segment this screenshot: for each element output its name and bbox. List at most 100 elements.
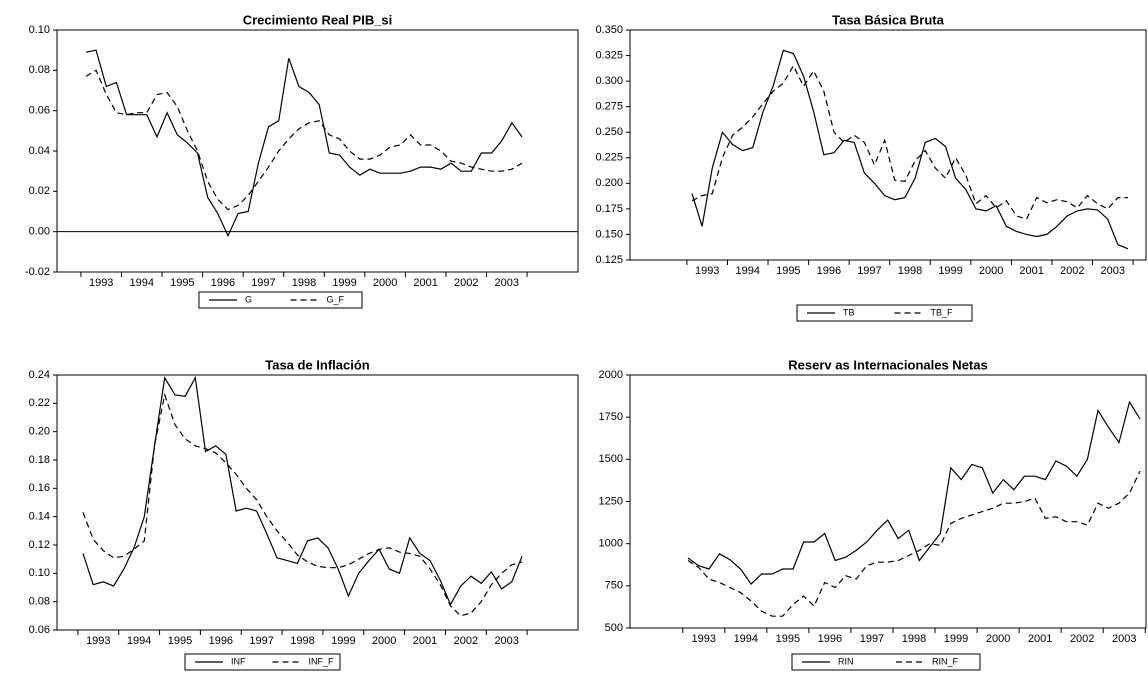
x-tick-label: 1998 <box>902 633 926 645</box>
x-tick-label: 1999 <box>938 265 962 277</box>
x-tick-label: 1993 <box>695 265 719 277</box>
legend-box <box>796 304 973 322</box>
y-tick-label: 0.175 <box>595 203 623 215</box>
y-tick-label: 0.24 <box>29 369 50 381</box>
y-tick-label: 0.14 <box>29 511 50 523</box>
legend-box <box>198 291 363 309</box>
legend-label: G <box>245 294 252 304</box>
line-series <box>82 375 523 606</box>
x-tick-label: 2003 <box>495 277 519 289</box>
x-tick-label: 2000 <box>372 635 396 647</box>
x-tick-label: 1996 <box>211 277 235 289</box>
y-tick-label: 0.225 <box>595 152 623 164</box>
line-series <box>82 392 523 617</box>
line-series <box>85 69 523 211</box>
legend-label: INF_F <box>309 656 335 666</box>
x-tick-label: 1997 <box>251 277 275 289</box>
y-tick-label: 0.08 <box>29 596 50 608</box>
x-tick-label: 1994 <box>130 277 154 289</box>
x-tick-label: 2003 <box>1101 265 1125 277</box>
x-tick-label: 1998 <box>898 265 922 277</box>
x-tick-label: 2001 <box>1028 633 1052 645</box>
x-tick-label: 2001 <box>413 635 437 647</box>
y-tick-label: 0.250 <box>595 126 623 138</box>
chart-title: Tasa Básica Bruta <box>832 12 945 27</box>
y-tick-label: 0.10 <box>29 24 50 36</box>
y-tick-label: 0.350 <box>595 24 623 36</box>
legend-box <box>791 653 981 671</box>
x-tick-label: 1996 <box>818 633 842 645</box>
x-tick-label: 2002 <box>454 635 478 647</box>
x-tick-label: 1999 <box>331 635 355 647</box>
y-tick-label: -0.02 <box>25 266 50 278</box>
x-tick-label: 1998 <box>292 277 316 289</box>
x-tick-label: 2002 <box>454 277 478 289</box>
line-series <box>687 400 1141 586</box>
y-tick-label: 0.20 <box>29 426 50 438</box>
y-tick-label: 0.16 <box>29 482 50 494</box>
legend-label: RIN_F <box>932 656 959 666</box>
x-tick-label: 1993 <box>86 635 110 647</box>
legend-label: RIN <box>838 656 854 666</box>
plot-frame <box>629 374 1147 629</box>
x-tick-label: 1995 <box>776 633 800 645</box>
x-tick-label: 2002 <box>1060 265 1084 277</box>
y-tick-label: 0.275 <box>595 101 623 113</box>
y-tick-label: 0.150 <box>595 228 623 240</box>
x-tick-label: 1994 <box>734 633 758 645</box>
line-series <box>691 49 1129 250</box>
x-tick-label: 2002 <box>1070 633 1094 645</box>
x-tick-label: 1999 <box>332 277 356 289</box>
y-tick-label: 0.18 <box>29 454 50 466</box>
y-tick-label: 0.00 <box>29 226 50 238</box>
line-series <box>687 470 1141 617</box>
y-tick-label: 0.125 <box>595 254 623 266</box>
y-tick-label: 1250 <box>599 495 623 507</box>
legend-label: INF <box>231 656 246 666</box>
y-tick-label: 2000 <box>599 369 623 381</box>
y-tick-label: 750 <box>605 580 623 592</box>
line-series <box>691 64 1128 220</box>
x-tick-label: 2003 <box>1112 633 1136 645</box>
y-tick-label: 0.200 <box>595 177 623 189</box>
x-tick-label: 2000 <box>373 277 397 289</box>
x-tick-label: 2001 <box>413 277 437 289</box>
y-tick-label: 0.12 <box>29 539 50 551</box>
y-tick-label: 0.06 <box>29 624 50 636</box>
y-tick-label: 0.10 <box>29 567 50 579</box>
y-tick-label: 0.300 <box>595 75 623 87</box>
y-tick-label: 0.04 <box>29 145 50 157</box>
y-tick-label: 0.02 <box>29 185 50 197</box>
x-tick-label: 2003 <box>494 635 518 647</box>
x-tick-label: 1993 <box>89 277 113 289</box>
legend-label: TB_F <box>931 307 954 317</box>
y-tick-label: 0.06 <box>29 105 50 117</box>
chart-title: Reserv as Internacionales Netas <box>788 357 987 372</box>
x-tick-label: 2000 <box>979 265 1003 277</box>
y-tick-label: 0.325 <box>595 49 623 61</box>
x-tick-label: 2000 <box>986 633 1010 645</box>
y-tick-label: 1000 <box>599 538 623 550</box>
x-tick-label: 1999 <box>944 633 968 645</box>
y-tick-label: 500 <box>605 622 623 634</box>
x-tick-label: 1998 <box>290 635 314 647</box>
y-tick-label: 0.08 <box>29 64 50 76</box>
legend-box <box>184 653 341 671</box>
x-tick-label: 1997 <box>857 265 881 277</box>
x-tick-label: 1997 <box>860 633 884 645</box>
plot-frame <box>629 29 1147 261</box>
x-tick-label: 1995 <box>776 265 800 277</box>
plot-frame <box>56 374 579 631</box>
line-series <box>85 49 523 238</box>
y-tick-label: 1500 <box>599 453 623 465</box>
x-tick-label: 1994 <box>736 265 760 277</box>
legend-label: G_F <box>327 294 345 304</box>
legend-label: TB <box>843 307 855 317</box>
x-tick-label: 1997 <box>249 635 273 647</box>
y-tick-label: 0.22 <box>29 397 50 409</box>
x-tick-label: 1994 <box>127 635 151 647</box>
x-tick-label: 1995 <box>170 277 194 289</box>
x-tick-label: 2001 <box>1019 265 1043 277</box>
y-tick-label: 1750 <box>599 411 623 423</box>
